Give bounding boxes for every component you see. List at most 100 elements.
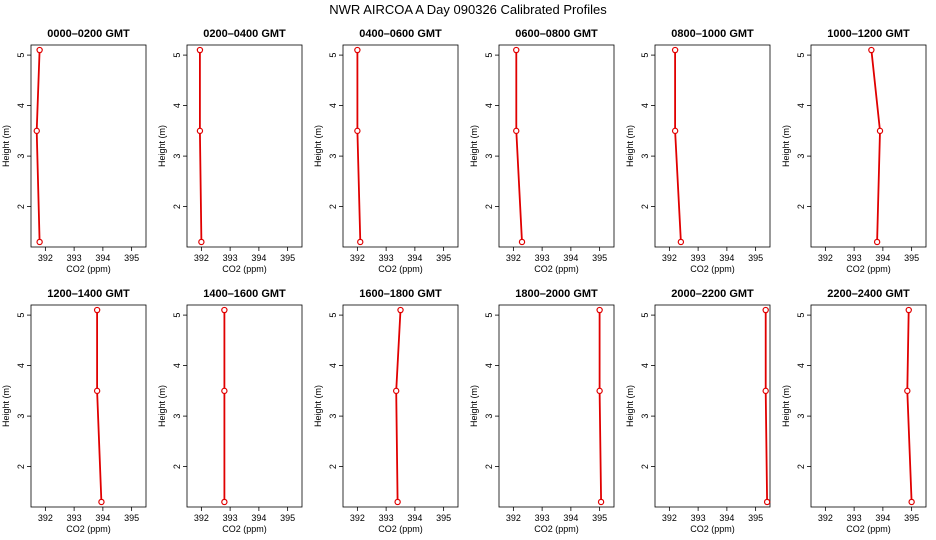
- data-point: [397, 306, 404, 314]
- x-tick-label: 395: [280, 513, 295, 523]
- panel-12: 2200–2400 GMT 392 393 394 395 2 3 4 5 CO2 (ppm) He…: [781, 288, 927, 534]
- panel-7: 1200–1400 GMT 392 393 394 395 2 3 4 5 CO2 (ppm) He…: [1, 288, 147, 534]
- x-axis-label: CO2 (ppm): [534, 264, 579, 274]
- x-tick-label: 395: [436, 513, 451, 523]
- y-tick-label: 2: [796, 204, 806, 209]
- x-axis-label: CO2 (ppm): [378, 524, 423, 534]
- x-tick-label: 392: [662, 513, 677, 523]
- data-point: [354, 46, 361, 54]
- x-axis-label: CO2 (ppm): [690, 524, 735, 534]
- data-point: [518, 238, 526, 246]
- x-tick-label: 393: [223, 253, 238, 263]
- profile-line: [906, 310, 913, 502]
- x-tick-label: 395: [124, 253, 139, 263]
- plot-frame: [498, 44, 615, 248]
- plot-frame: [654, 304, 771, 508]
- panel-2: 0200–0400 GMT 392 393 394 395 2 3 4 5 CO2 (ppm) He…: [157, 28, 303, 274]
- x-tick-label: 393: [535, 513, 550, 523]
- y-tick-label: 2: [484, 204, 494, 209]
- x-tick-label: 395: [748, 513, 763, 523]
- y-axis-label: Height (m): [1, 125, 11, 167]
- x-tick-label: 392: [350, 513, 365, 523]
- x-tick-label: 395: [904, 253, 919, 263]
- x-tick-label: 393: [691, 513, 706, 523]
- x-tick-label: 393: [223, 513, 238, 523]
- panel-title: 1000–1200 GMT: [827, 28, 910, 40]
- x-tick-label: 392: [194, 253, 209, 263]
- data-point: [597, 498, 605, 506]
- plot-frame: [342, 44, 459, 248]
- panel-title: 1400–1600 GMT: [203, 288, 286, 300]
- panel-11: 2000–2200 GMT 392 393 394 395 2 3 4 5 CO2 (ppm) He…: [625, 288, 771, 534]
- x-tick-label: 395: [904, 513, 919, 523]
- x-tick-label: 393: [67, 253, 82, 263]
- y-tick-label: 5: [172, 313, 182, 318]
- panel-title: 1800–2000 GMT: [515, 288, 598, 300]
- plot-frame: [498, 304, 615, 508]
- data-point: [596, 387, 603, 395]
- x-tick-label: 392: [818, 253, 833, 263]
- plot-frame: [654, 44, 771, 248]
- data-point: [196, 46, 204, 54]
- x-tick-label: 393: [691, 253, 706, 263]
- x-tick-label: 395: [592, 513, 607, 523]
- y-tick-label: 2: [16, 464, 26, 469]
- y-tick-label: 5: [640, 313, 650, 318]
- y-tick-label: 3: [328, 154, 338, 159]
- profile-line: [598, 310, 602, 502]
- y-tick-label: 4: [328, 363, 338, 368]
- plot-frame: [186, 304, 303, 508]
- y-tick-label: 2: [172, 464, 182, 469]
- data-point: [763, 498, 771, 506]
- x-axis-label: CO2 (ppm): [846, 264, 891, 274]
- y-tick-label: 2: [640, 204, 650, 209]
- x-tick-label: 393: [379, 253, 394, 263]
- y-axis-label: Height (m): [157, 385, 167, 427]
- x-axis-label: CO2 (ppm): [534, 524, 579, 534]
- data-point: [36, 46, 43, 54]
- y-tick-label: 3: [484, 414, 494, 419]
- x-tick-label: 392: [194, 513, 209, 523]
- x-axis-label: CO2 (ppm): [66, 524, 111, 534]
- data-point: [762, 387, 769, 395]
- x-tick-label: 392: [38, 253, 53, 263]
- y-tick-label: 2: [328, 464, 338, 469]
- data-point: [394, 498, 401, 506]
- data-point: [36, 238, 43, 246]
- panel-title: 2000–2200 GMT: [671, 288, 754, 300]
- profile-line: [198, 50, 203, 242]
- y-tick-label: 4: [172, 363, 182, 368]
- data-point: [762, 306, 769, 314]
- y-axis-label: Height (m): [469, 385, 479, 427]
- y-axis-label: Height (m): [157, 125, 167, 167]
- profile-line: [764, 310, 768, 502]
- panel-title: 0000–0200 GMT: [47, 28, 130, 40]
- y-tick-label: 3: [16, 414, 26, 419]
- y-tick-label: 3: [172, 414, 182, 419]
- y-tick-label: 2: [328, 204, 338, 209]
- x-tick-label: 394: [563, 253, 578, 263]
- x-tick-label: 393: [847, 253, 862, 263]
- plot-frame: [186, 44, 303, 248]
- plot-frame: [30, 304, 147, 508]
- y-axis-label: Height (m): [313, 385, 323, 427]
- data-point: [876, 127, 884, 135]
- y-axis-label: Height (m): [781, 125, 791, 167]
- x-tick-label: 394: [407, 253, 422, 263]
- y-tick-label: 3: [328, 414, 338, 419]
- data-point: [354, 127, 361, 135]
- data-point: [357, 238, 364, 246]
- plot-frame: [810, 304, 927, 508]
- x-tick-label: 395: [592, 253, 607, 263]
- y-tick-label: 5: [484, 53, 494, 58]
- panel-9: 1600–1800 GMT 392 393 394 395 2 3 4 5 CO2 (ppm) He…: [313, 288, 459, 534]
- y-tick-label: 3: [796, 414, 806, 419]
- profile-line: [674, 50, 682, 242]
- data-point: [868, 46, 875, 54]
- data-point: [596, 306, 603, 314]
- panel-title: 0200–0400 GMT: [203, 28, 286, 40]
- data-point: [196, 127, 204, 135]
- panel-title: 1200–1400 GMT: [47, 288, 130, 300]
- x-tick-label: 392: [662, 253, 677, 263]
